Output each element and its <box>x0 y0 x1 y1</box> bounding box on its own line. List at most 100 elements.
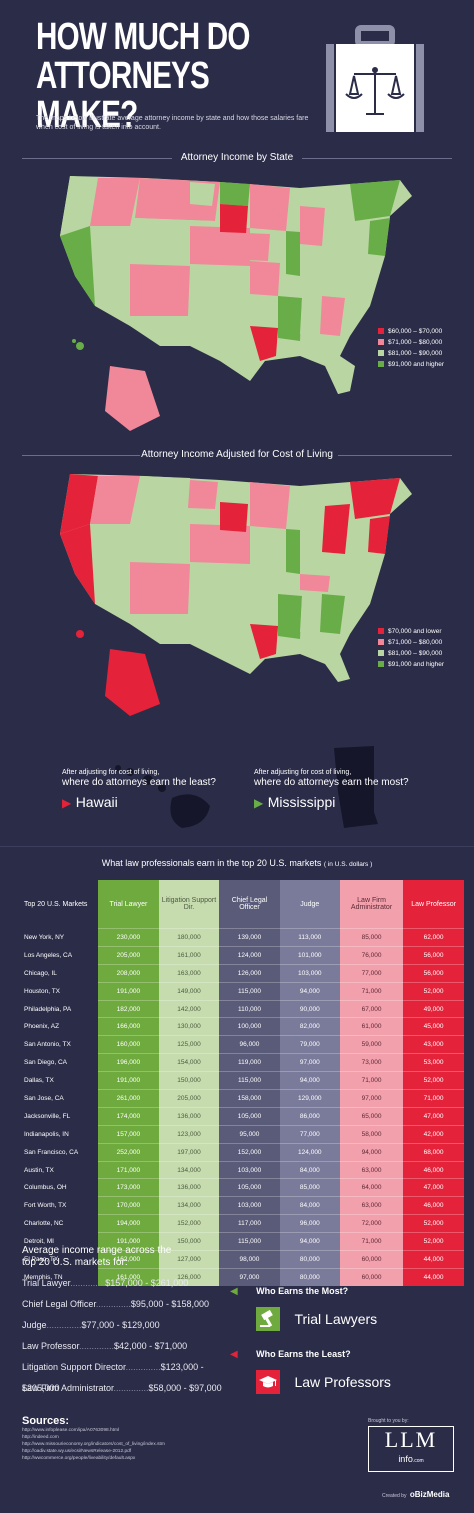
judge-cell: 79,000 <box>279 1035 340 1054</box>
trial-lawyer-cell: 230,000 <box>98 928 159 947</box>
law-professor-cell: 52,000 <box>403 981 464 1001</box>
chief-legal-cell: 158,000 <box>219 1089 280 1108</box>
law-firm-admin-cell: 58,000 <box>339 1124 404 1144</box>
law-professor-cell: 71,000 <box>403 1089 464 1108</box>
market-cell: Memphis, TN <box>24 1273 63 1281</box>
judge-cell: 80,000 <box>279 1250 340 1269</box>
judge-cell: 94,000 <box>279 1071 340 1090</box>
most-earn-box: After adjusting for cost of living, wher… <box>254 768 409 812</box>
judge-cell: 94,000 <box>279 1232 340 1251</box>
range-label: Litigation Support Director <box>22 1362 126 1372</box>
legend-label: $91,000 and higher <box>388 361 445 368</box>
litigation-cell: 134,000 <box>158 1160 220 1179</box>
brought-by-label: Brought to you by: <box>368 1418 409 1424</box>
legend-swatch <box>378 339 384 345</box>
source-link[interactable]: http://www.infoplease.com/ipa/A0763098.h… <box>22 1428 120 1433</box>
arrow-right-icon: ▶ <box>62 796 72 810</box>
litigation-cell: 205,000 <box>158 1089 220 1108</box>
legend-label: $91,000 and higher <box>388 661 445 668</box>
trial-lawyer-cell: 194,000 <box>98 1214 159 1233</box>
chief-legal-cell: 96,000 <box>219 1035 280 1054</box>
law-firm-admin-cell: 60,000 <box>339 1250 404 1269</box>
source-link[interactable]: http://oadiv.state.wy.us/ecsi/NewsReleas… <box>22 1449 132 1454</box>
market-cell: New York, NY <box>24 933 65 941</box>
chief-legal-cell: 152,000 <box>219 1142 280 1162</box>
market-cell: Houston, TX <box>24 987 61 995</box>
chief-legal-cell: 95,000 <box>219 1124 280 1144</box>
market-cell: San Francisco, CA <box>24 1148 79 1156</box>
chief-legal-cell: 124,000 <box>219 945 280 965</box>
map2-legend: $70,000 and lower $71,000 – $80,000 $81,… <box>378 628 444 672</box>
table-row: San Antonio, TX 160,000 125,000 96,000 79,00… <box>20 1035 464 1054</box>
col-header-law-professor: Law Professor <box>403 880 464 929</box>
litigation-cell: 130,000 <box>158 1017 220 1036</box>
legend-swatch <box>378 328 384 334</box>
market-cell: Dallas, TX <box>24 1077 54 1085</box>
legend-label: $60,000 – $70,000 <box>388 328 443 335</box>
table-row: San Jose, CA 261,000 205,000 158,000 129,000… <box>20 1089 464 1108</box>
trial-lawyer-cell: 157,000 <box>98 1124 159 1144</box>
briefcase-scales-icon <box>326 25 424 132</box>
chief-legal-cell: 117,000 <box>219 1214 280 1233</box>
table-row: Chicago, IL 208,000 163,000 126,000 103,000 7… <box>20 963 464 983</box>
leader-dots: .............. <box>125 1362 161 1372</box>
trial-lawyer-cell: 191,000 <box>98 1071 159 1090</box>
mississippi-silhouette <box>334 746 378 828</box>
source-link[interactable]: http://wwcommerce.org/people/liveability… <box>22 1456 136 1461</box>
trial-lawyer-cell: 261,000 <box>98 1089 159 1108</box>
source-link[interactable]: http://indeed.com <box>22 1435 59 1440</box>
law-professor-cell: 47,000 <box>403 1106 464 1126</box>
range-value: $42,000 - $71,000 <box>114 1341 188 1351</box>
law-professor-cell: 47,000 <box>403 1178 464 1197</box>
market-cell: Columbus, OH <box>24 1184 67 1192</box>
least-state: Hawaii <box>75 794 118 810</box>
market-cell: Indianapolis, IN <box>24 1130 69 1138</box>
law-firm-admin-cell: 73,000 <box>339 1053 404 1072</box>
legend-swatch <box>378 350 384 356</box>
col-header-litigation: Litigation Support Dir. <box>158 880 220 929</box>
source-link[interactable]: http://www.missourieconomy.org/indicator… <box>22 1442 165 1447</box>
chief-legal-cell: 103,000 <box>219 1196 280 1215</box>
law-professor-cell: 68,000 <box>403 1142 464 1162</box>
law-firm-admin-cell: 63,000 <box>339 1196 404 1215</box>
trial-lawyer-cell: 182,000 <box>98 999 159 1018</box>
table-row: Los Angeles, CA 205,000 161,000 124,000 101,… <box>20 945 464 965</box>
trial-lawyer-cell: 174,000 <box>98 1106 159 1126</box>
law-professor-cell: 52,000 <box>403 1232 464 1251</box>
chief-legal-cell: 105,000 <box>219 1178 280 1197</box>
legend-swatch <box>378 639 384 645</box>
law-firm-admin-cell: 63,000 <box>339 1160 404 1179</box>
judge-cell: 97,000 <box>279 1053 340 1072</box>
range-item: Law Professor..............$42,000 - $71… <box>22 1336 232 1357</box>
litigation-cell: 180,000 <box>158 928 220 947</box>
law-professor-cell: 43,000 <box>403 1035 464 1054</box>
range-item: Litigation Support Director.............… <box>22 1357 232 1393</box>
judge-cell: 80,000 <box>279 1267 340 1286</box>
litigation-cell: 149,000 <box>158 981 220 1001</box>
range-label: Judge <box>22 1320 47 1330</box>
market-cell: San Diego, CA <box>24 1059 67 1067</box>
chief-legal-cell: 115,000 <box>219 1071 280 1090</box>
judge-cell: 90,000 <box>279 999 340 1018</box>
obizmedia-logo[interactable]: oBizMedia <box>409 1490 450 1499</box>
litigation-cell: 161,000 <box>158 945 220 965</box>
chief-legal-cell: 105,000 <box>219 1106 280 1126</box>
leader-dots: .............. <box>95 1299 131 1309</box>
llm-info-logo[interactable]: LLM info.com <box>368 1426 454 1472</box>
law-firm-admin-cell: 71,000 <box>339 1071 404 1090</box>
judge-cell: 84,000 <box>279 1196 340 1215</box>
divider <box>22 455 140 456</box>
trial-lawyer-cell: 170,000 <box>98 1196 159 1215</box>
range-item: Chief Legal Officer..............$95,000… <box>22 1294 232 1315</box>
market-cell: Los Angeles, CA <box>24 951 73 959</box>
law-firm-admin-cell: 85,000 <box>339 928 404 947</box>
trial-lawyer-cell: 161,000 <box>98 1267 159 1286</box>
litigation-cell: 163,000 <box>158 963 220 983</box>
law-professor-cell: 56,000 <box>403 963 464 983</box>
table-row: El Paso, TX 162,000 127,000 98,000 80,000 60,… <box>20 1250 464 1269</box>
trial-lawyer-cell: 173,000 <box>98 1178 159 1197</box>
trial-lawyer-cell: 191,000 <box>98 1232 159 1251</box>
chief-legal-cell: 97,000 <box>219 1267 280 1286</box>
legend-label: $81,000 – $90,000 <box>388 650 443 657</box>
law-firm-admin-cell: 97,000 <box>339 1089 404 1108</box>
